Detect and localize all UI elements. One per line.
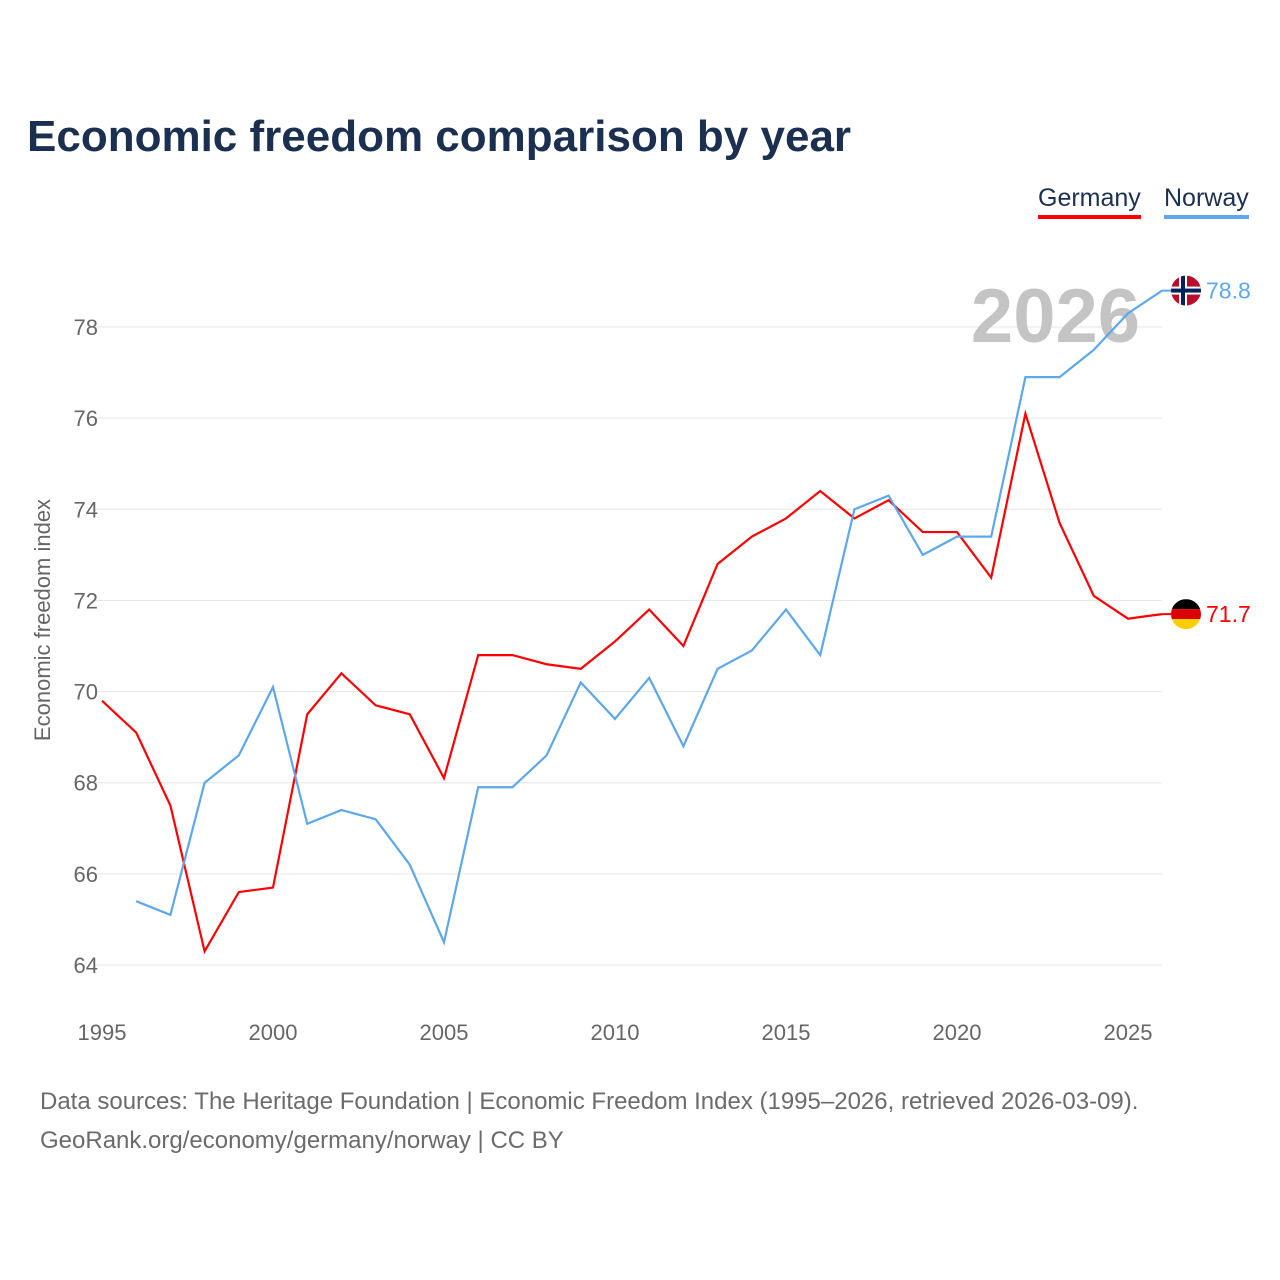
norway-flag-icon [1171, 275, 1201, 306]
y-tick-label: 68 [74, 771, 98, 796]
x-tick-label: 1995 [78, 1020, 127, 1045]
germany-flag-icon [1171, 599, 1201, 630]
footer-link[interactable]: GeoRank.org/economy/germany/norway | CC … [40, 1127, 564, 1154]
x-tick-label: 2000 [249, 1020, 298, 1045]
legend-norway[interactable]: Norway [1164, 184, 1249, 219]
end-value-label-norway: 78.8 [1206, 278, 1251, 304]
y-tick-label: 72 [74, 588, 98, 613]
legend-germany[interactable]: Germany [1038, 184, 1141, 219]
footer-sources: Data sources: The Heritage Foundation | … [40, 1088, 1139, 1115]
y-tick-label: 74 [74, 497, 98, 522]
end-value-label-germany: 71.7 [1206, 601, 1251, 627]
x-tick-label: 2015 [762, 1020, 811, 1045]
x-tick-label: 2010 [591, 1020, 640, 1045]
x-tick-label: 2025 [1104, 1020, 1153, 1045]
y-tick-label: 78 [74, 315, 98, 340]
y-tick-label: 64 [74, 953, 98, 978]
series-line-norway [135, 289, 1163, 946]
series-line-germany [101, 409, 1163, 955]
x-tick-label: 2020 [933, 1020, 982, 1045]
y-tick-label: 76 [74, 406, 98, 431]
x-tick-label: 2005 [420, 1020, 469, 1045]
y-tick-label: 66 [74, 862, 98, 887]
y-axis-label: Economic freedom index [30, 499, 55, 741]
year-watermark: 2026 [971, 274, 1140, 359]
chart-title: Economic freedom comparison by year [27, 112, 852, 161]
y-tick-label: 70 [74, 680, 98, 705]
